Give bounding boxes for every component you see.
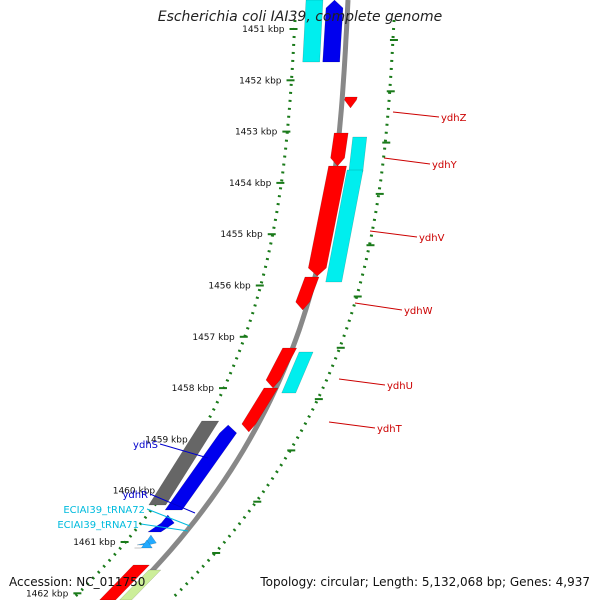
reverse-gene-feature bbox=[322, 0, 344, 63]
scale-tick-label: 1453 kbp bbox=[235, 128, 278, 138]
gene-feature-ydhT bbox=[241, 387, 279, 433]
gene-feature-ydhW bbox=[295, 276, 320, 311]
outer-scale-ring-left bbox=[70, 19, 297, 600]
gene-label-ydhZ: ydhZ bbox=[441, 113, 467, 124]
gene-label-ydhU: ydhU bbox=[387, 381, 413, 392]
label-leader-line bbox=[338, 378, 386, 386]
gene-feature-ydhU bbox=[265, 347, 298, 389]
label-leader-line bbox=[383, 157, 431, 165]
scale-tick-label: 1456 kbp bbox=[208, 282, 251, 292]
cds-feature bbox=[302, 0, 324, 63]
cds-feature bbox=[119, 569, 162, 600]
scale-tick-label: 1454 kbp bbox=[229, 179, 272, 189]
gene-feature-ydhY bbox=[330, 132, 349, 167]
scale-tick-label: 1451 kbp bbox=[242, 25, 285, 35]
scale-tick-label: 1462 kbp bbox=[26, 589, 69, 599]
cds-feature bbox=[281, 351, 314, 394]
scale-tick-label: 1455 kbp bbox=[220, 230, 263, 240]
accession-label: Accession: NC_011750 bbox=[9, 575, 146, 589]
label-leader-line bbox=[149, 493, 196, 514]
gene-label-ECIAI39_tRNA72: ECIAI39_tRNA72 bbox=[63, 505, 145, 516]
gene-feature-ydhZ bbox=[344, 96, 358, 109]
scale-tick-label: 1460 kbp bbox=[113, 487, 156, 497]
backbone-line bbox=[121, 0, 351, 600]
gene-feature-ydhS bbox=[164, 424, 238, 511]
label-leader-line bbox=[392, 111, 440, 118]
gene-label-ydhT: ydhT bbox=[377, 424, 403, 435]
gene-label-ydhR: ydhR bbox=[122, 490, 148, 501]
scale-tick-label: 1461 kbp bbox=[73, 538, 116, 548]
trna-feature-ECIAI39_tRNA71 bbox=[134, 539, 153, 549]
gene-feature bbox=[99, 564, 150, 600]
map-title: Escherichia coli IAI39, complete genome bbox=[157, 9, 443, 25]
gene-label-ydhS: ydhS bbox=[133, 440, 158, 451]
label-leader-line bbox=[140, 523, 189, 532]
gene-label-ydhY: ydhY bbox=[432, 160, 458, 171]
scale-tick-label: 1458 kbp bbox=[172, 384, 215, 394]
genome-summary: Topology: circular; Length: 5,132,068 bp… bbox=[260, 575, 590, 589]
gene-label-ydhW: ydhW bbox=[404, 306, 433, 317]
label-leader-line bbox=[369, 230, 418, 238]
gene-feature-ydhV bbox=[308, 165, 347, 277]
label-leader-line bbox=[159, 443, 209, 459]
outer-scale-ring-right bbox=[169, 19, 396, 600]
gene-feature-ydhR bbox=[147, 514, 175, 533]
gene-label-ECIAI39_tRNA71: ECIAI39_tRNA71 bbox=[57, 520, 139, 531]
scale-tick-label: 1459 kbp bbox=[145, 435, 188, 445]
cds-feature bbox=[348, 136, 368, 173]
cds-feature bbox=[325, 169, 364, 283]
gene-label-ydhV: ydhV bbox=[419, 233, 445, 244]
label-leader-line bbox=[146, 508, 191, 527]
label-leader-line bbox=[328, 421, 376, 429]
scale-tick-label: 1457 kbp bbox=[192, 333, 235, 343]
scale-tick-label: 1452 kbp bbox=[239, 76, 282, 86]
pseudo-gene-feature bbox=[148, 420, 220, 506]
label-leader-line bbox=[354, 302, 403, 311]
